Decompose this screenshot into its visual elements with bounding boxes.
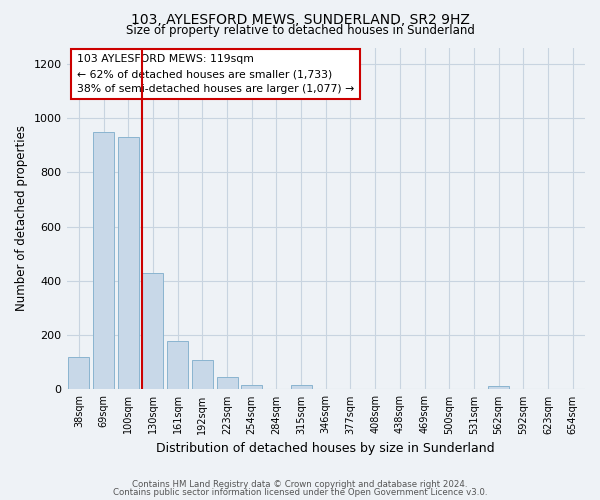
Text: Contains HM Land Registry data © Crown copyright and database right 2024.: Contains HM Land Registry data © Crown c… xyxy=(132,480,468,489)
Text: 103, AYLESFORD MEWS, SUNDERLAND, SR2 9HZ: 103, AYLESFORD MEWS, SUNDERLAND, SR2 9HZ xyxy=(131,12,469,26)
Bar xyxy=(217,377,238,390)
Bar xyxy=(167,340,188,390)
X-axis label: Distribution of detached houses by size in Sunderland: Distribution of detached houses by size … xyxy=(157,442,495,455)
Bar xyxy=(68,357,89,390)
Text: Size of property relative to detached houses in Sunderland: Size of property relative to detached ho… xyxy=(125,24,475,37)
Y-axis label: Number of detached properties: Number of detached properties xyxy=(15,126,28,312)
Text: 103 AYLESFORD MEWS: 119sqm
← 62% of detached houses are smaller (1,733)
38% of s: 103 AYLESFORD MEWS: 119sqm ← 62% of deta… xyxy=(77,54,354,94)
Bar xyxy=(118,137,139,390)
Text: Contains public sector information licensed under the Open Government Licence v3: Contains public sector information licen… xyxy=(113,488,487,497)
Bar xyxy=(290,384,311,390)
Bar xyxy=(488,386,509,390)
Bar xyxy=(241,384,262,390)
Bar xyxy=(142,272,163,390)
Bar xyxy=(192,360,213,390)
Bar xyxy=(93,132,114,390)
